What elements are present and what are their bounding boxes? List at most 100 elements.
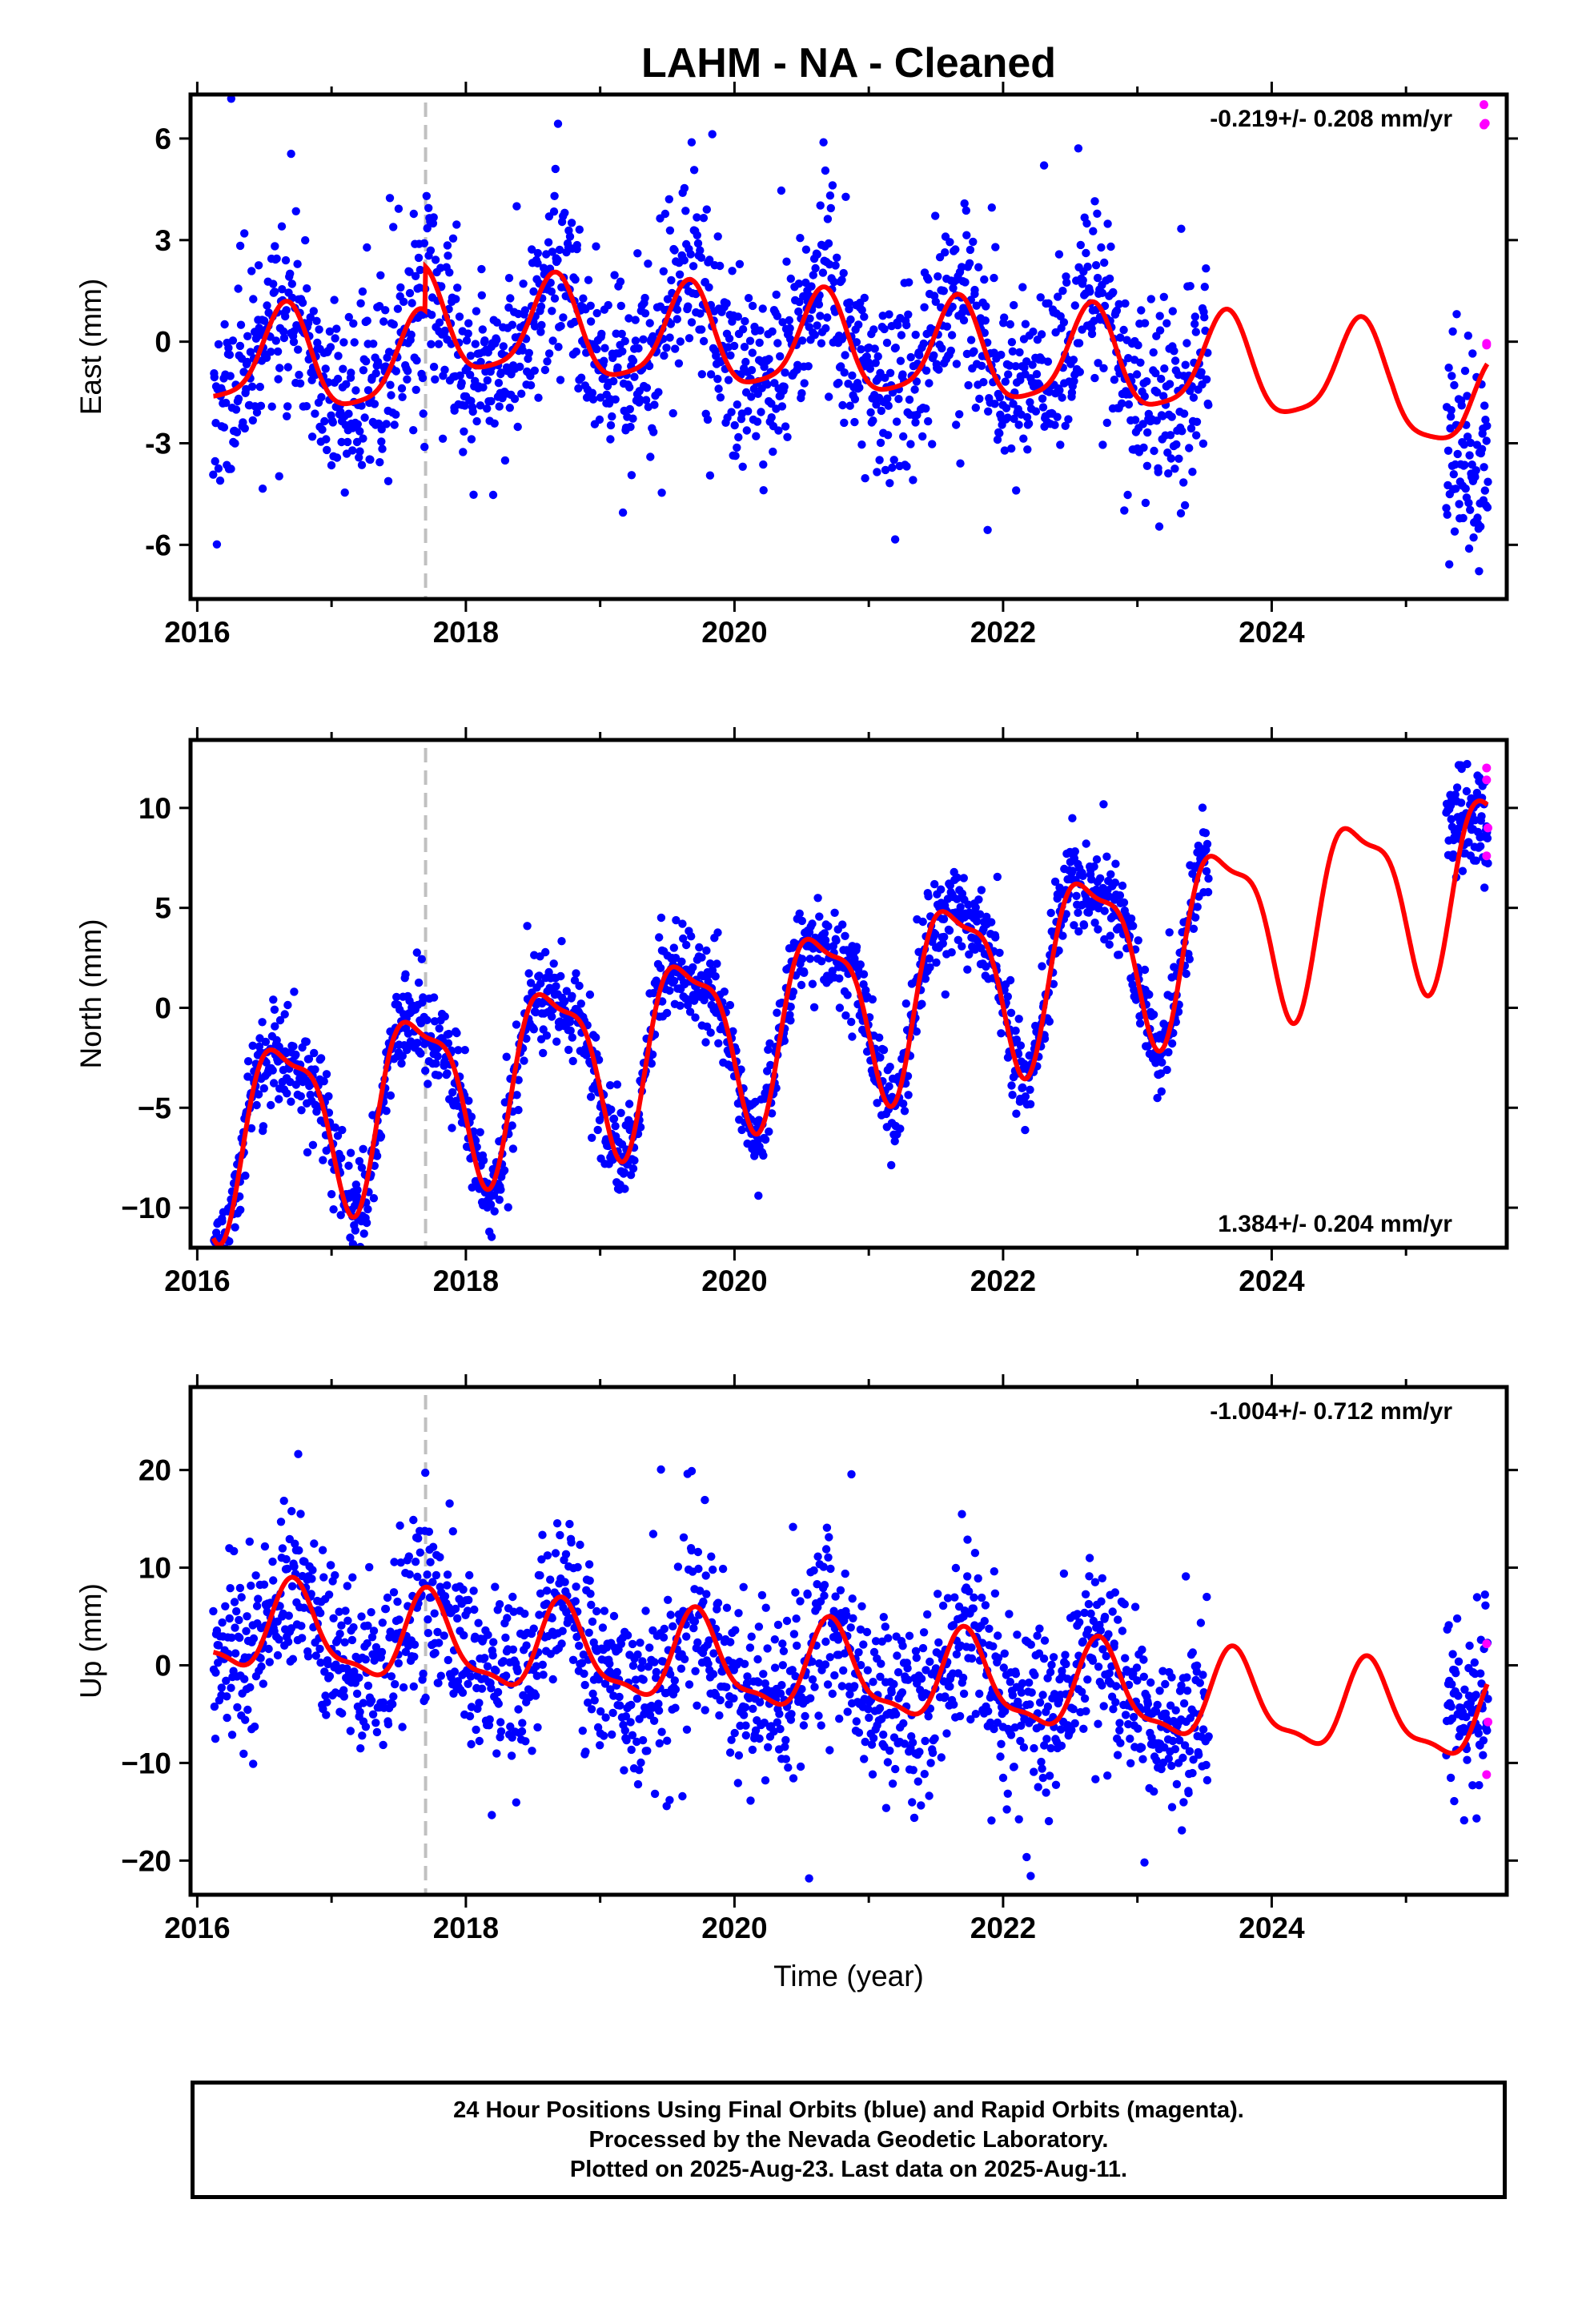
final-orbit-point [820,929,829,938]
final-orbit-point [841,192,850,201]
final-orbit-point [1054,250,1064,259]
final-orbit-point [705,255,714,264]
final-orbit-point [786,1016,795,1025]
final-orbit-point [346,1233,355,1242]
final-orbit-point [396,283,405,292]
final-orbit-point [252,1100,261,1110]
final-orbit-point [821,1660,830,1669]
final-orbit-point [350,338,359,347]
final-orbit-point [680,255,689,265]
final-orbit-point [1028,360,1037,369]
final-orbit-point [485,1715,494,1724]
final-orbit-point [283,363,292,372]
final-orbit-point [387,391,396,400]
final-orbit-point [1062,272,1070,281]
final-orbit-point [399,1683,408,1692]
final-orbit-point [524,348,533,357]
final-orbit-point [780,382,789,392]
final-orbit-point [971,404,981,412]
final-orbit-point [1006,320,1015,329]
final-orbit-point [242,1626,251,1636]
final-orbit-point [917,999,926,1008]
final-orbit-point [448,1088,457,1097]
final-orbit-point [786,274,795,283]
final-orbit-point [548,1675,557,1684]
final-orbit-point [312,1102,322,1111]
rapid-orbit-point [1484,823,1493,833]
final-orbit-point [1472,466,1480,475]
final-orbit-point [210,1702,219,1711]
final-orbit-point [628,356,638,365]
final-orbit-point [1458,866,1468,875]
final-orbit-point [469,1586,478,1595]
final-orbit-point [1009,400,1018,408]
final-orbit-point [687,1546,696,1555]
final-orbit-point [356,299,365,308]
final-orbit-point [628,1639,637,1649]
final-orbit-point [702,1022,712,1031]
final-orbit-point [713,959,721,968]
final-orbit-point [506,294,515,303]
final-orbit-point [487,1232,496,1241]
final-orbit-point [413,1039,422,1047]
final-orbit-point [854,1648,863,1657]
final-orbit-point [346,1148,355,1157]
final-orbit-point [692,289,701,299]
final-orbit-point [753,1655,762,1664]
final-orbit-point [536,979,545,988]
final-orbit-point [296,1510,305,1518]
final-orbit-point [993,872,1002,882]
final-orbit-point [611,395,620,404]
final-orbit-point [495,1196,504,1204]
final-orbit-point [769,1727,778,1736]
final-orbit-point [756,326,765,335]
final-orbit-point [1155,326,1165,335]
final-orbit-point [567,219,576,227]
final-orbit-point [347,1635,357,1645]
final-orbit-point [959,874,969,883]
final-orbit-point [1114,951,1124,959]
final-orbit-point [443,1581,452,1590]
final-orbit-point [296,1092,305,1101]
final-orbit-point [650,1789,660,1799]
final-orbit-point [669,976,679,986]
final-orbit-point [408,299,416,308]
final-orbit-point [789,1522,797,1531]
final-orbit-point [980,328,990,337]
final-orbit-point [513,422,522,432]
final-orbit-point [996,1752,1005,1761]
y-tick-label: 0 [155,326,171,359]
final-orbit-point [307,432,317,441]
final-orbit-point [584,1628,593,1638]
final-orbit-point [409,209,418,219]
final-orbit-point [1483,834,1492,843]
final-orbit-point [269,1079,279,1088]
final-orbit-point [761,1679,769,1688]
final-orbit-point [628,1661,638,1671]
final-orbit-point [662,344,671,352]
final-orbit-point [816,201,825,210]
final-orbit-point [1157,1087,1166,1096]
final-orbit-point [465,1711,475,1721]
final-orbit-point [1022,1852,1031,1862]
final-orbit-point [660,351,669,360]
final-orbit-point [500,456,510,465]
final-orbit-point [962,231,971,239]
final-orbit-point [430,1609,439,1618]
final-orbit-point [716,1695,725,1705]
final-orbit-point [331,334,339,343]
final-orbit-point [785,316,793,325]
final-orbit-point [797,388,806,398]
final-orbit-point [758,304,767,313]
final-orbit-point [860,1755,869,1763]
final-orbit-point [246,348,255,356]
final-orbit-point [1112,306,1122,316]
final-orbit-point [738,325,748,334]
final-orbit-point [289,1042,298,1051]
final-orbit-point [864,1705,873,1714]
final-orbit-point [526,380,536,390]
final-orbit-point [1137,306,1146,315]
final-orbit-point [467,435,476,444]
final-orbit-point [872,400,881,409]
final-orbit-point [1007,1081,1016,1090]
